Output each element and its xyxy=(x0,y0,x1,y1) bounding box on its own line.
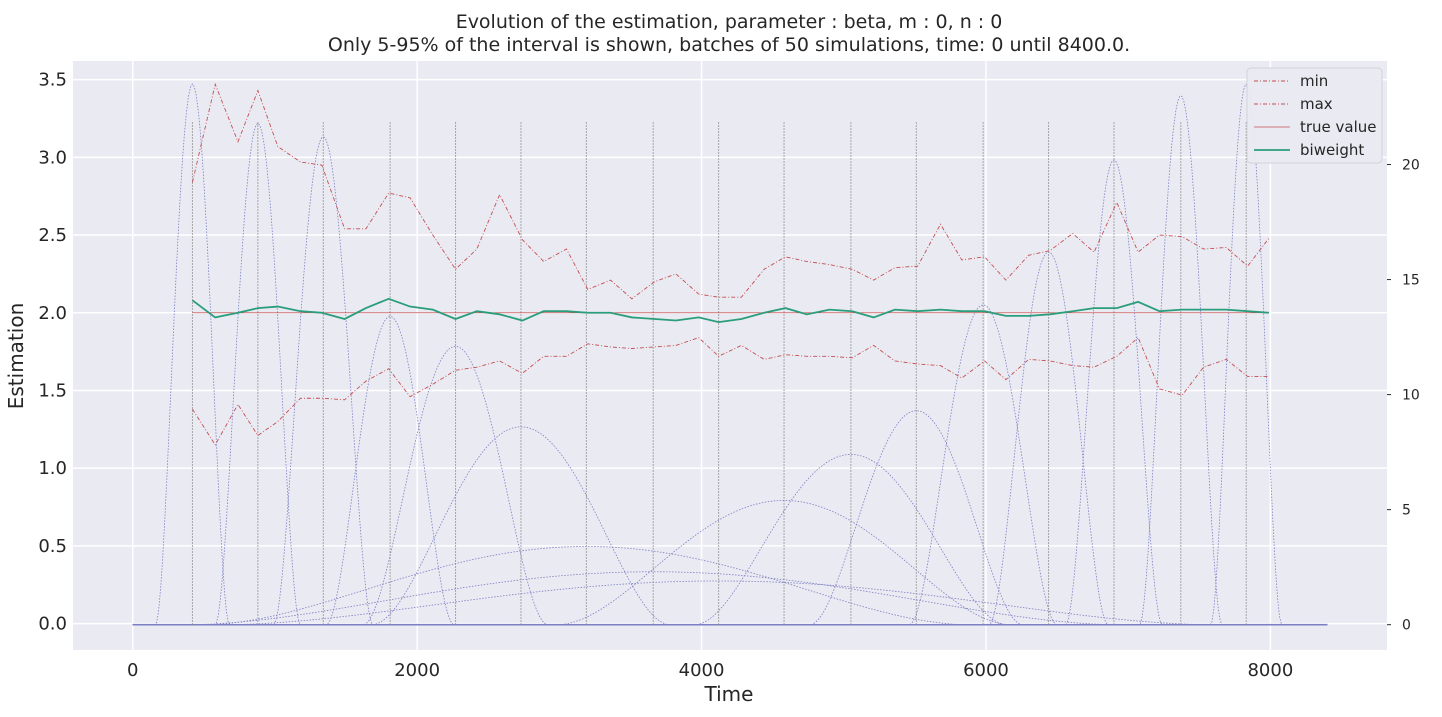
legend-label-max: max xyxy=(1300,95,1333,113)
right-axis-ticks: 0 5 10 15 20 xyxy=(1387,158,1420,634)
series-line-max xyxy=(192,82,1270,300)
right-tick-label-5: 5 xyxy=(1402,503,1411,519)
y-axis-label: Estimation xyxy=(4,303,28,410)
y-tick-label-2: 1.0 xyxy=(38,458,67,479)
series-line-biweight xyxy=(191,297,1270,324)
chart-title: Evolution of the estimation, parameter :… xyxy=(456,11,1003,33)
legend-label-true-value: true value xyxy=(1300,118,1377,136)
legend-box xyxy=(1246,67,1383,164)
chart-subtitle: Only 5-95% of the interval is shown, bat… xyxy=(328,34,1130,56)
y-axis-ticks: 0.0 0.5 1.0 1.5 2.0 2.5 3.0 3.5 xyxy=(38,70,67,635)
x-axis-label: Time xyxy=(704,682,754,706)
x-tick-label-0: 0 xyxy=(127,660,138,681)
y-tick-label-7: 3.5 xyxy=(38,70,67,91)
right-tick-label-10: 10 xyxy=(1402,388,1420,404)
y-tick-label-3: 1.5 xyxy=(38,380,67,401)
legend-label-min: min xyxy=(1300,72,1328,90)
y-tick-label-0: 0.0 xyxy=(38,614,67,635)
x-tick-label-6000: 6000 xyxy=(963,660,1009,681)
plot-area xyxy=(73,61,1387,650)
right-tick-label-0: 0 xyxy=(1402,618,1411,634)
y-tick-label-5: 2.5 xyxy=(38,225,67,246)
legend: min max true value biweight xyxy=(1246,67,1383,164)
y-tick-label-4: 2.0 xyxy=(38,303,67,324)
kernel-curves xyxy=(132,83,1328,626)
series-lines xyxy=(191,82,1270,446)
legend-label-biweight: biweight xyxy=(1300,141,1364,159)
x-tick-label-8000: 8000 xyxy=(1247,660,1293,681)
right-tick-label-15: 15 xyxy=(1402,273,1420,289)
kernel-curve-9 xyxy=(132,580,1328,626)
x-axis-ticks: 0 2000 4000 6000 8000 xyxy=(127,660,1293,681)
y-tick-label-1: 0.5 xyxy=(38,536,67,557)
kernel-curve-3 xyxy=(132,136,1328,626)
x-tick-label-2000: 2000 xyxy=(394,660,440,681)
y-tick-label-6: 3.0 xyxy=(38,147,67,168)
right-tick-label-20: 20 xyxy=(1402,158,1420,174)
x-tick-label-4000: 4000 xyxy=(679,660,725,681)
series-line-min xyxy=(192,336,1269,446)
